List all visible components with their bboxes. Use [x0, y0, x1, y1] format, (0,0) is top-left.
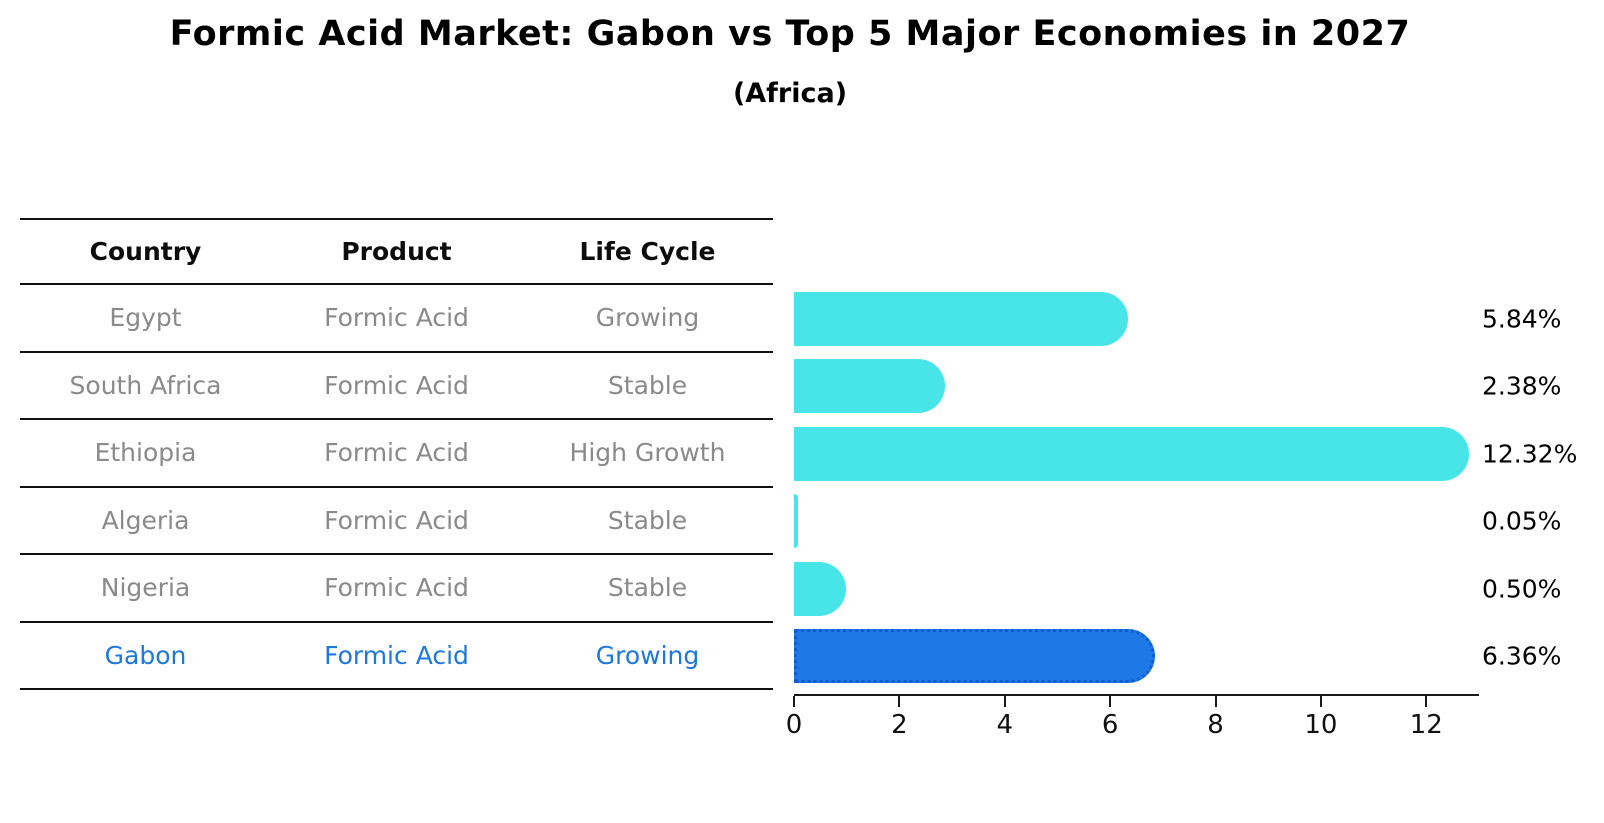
table-cell-life-cycle: High Growth — [569, 438, 726, 468]
value-label-algeria: 0.05% — [1482, 506, 1562, 536]
table-row-nigeria: Nigeria Formic Acid Stable — [20, 555, 773, 623]
table-cell-product: Formic Acid — [324, 573, 469, 603]
table-cell-product: Formic Acid — [324, 438, 469, 468]
table-cell-product: Formic Acid — [324, 505, 469, 535]
x-tick-mark — [793, 696, 795, 707]
x-tick-label: 8 — [1207, 710, 1224, 740]
table-cell-life-cycle: Growing — [595, 640, 700, 670]
table-cell-product: Formic Acid — [324, 370, 469, 400]
x-tick-label: 6 — [1101, 710, 1119, 740]
value-label-ethiopia: 12.32% — [1482, 439, 1578, 469]
x-tick-mark — [1003, 696, 1006, 707]
table-cell-life-cycle: Stable — [607, 370, 688, 400]
table-cell-country: Nigeria — [100, 573, 191, 603]
table-row-algeria: Algeria Formic Acid Stable — [20, 488, 773, 555]
table-cell-country: South Africa — [69, 370, 222, 400]
country-table: Country Product Life Cycle Egypt Formic A… — [20, 218, 773, 690]
table-cell-life-cycle: Growing — [595, 303, 700, 333]
value-label-nigeria: 0.50% — [1482, 574, 1562, 604]
table-header-life-cycle: Life Cycle — [579, 237, 716, 266]
chart-title: Formic Acid Market: Gabon vs Top 5 Major… — [169, 14, 1411, 54]
x-tick-mark — [1214, 696, 1217, 707]
table-row-south-africa: South Africa Formic Acid Stable — [20, 353, 773, 420]
bar-row-algeria: 0.05% — [794, 488, 1561, 556]
bar-ethiopia — [794, 426, 1470, 481]
bar-egypt — [794, 291, 1128, 346]
bar-row-egypt: 5.84% — [794, 285, 1561, 353]
table-cell-product: Formic Acid — [324, 303, 469, 333]
table-cell-life-cycle: Stable — [607, 505, 688, 535]
table-row-gabon: Gabon Formic Acid Growing — [20, 623, 773, 690]
x-tick-mark — [1109, 696, 1112, 707]
x-tick-label: 0 — [785, 710, 803, 740]
value-label-egypt: 5.84% — [1482, 304, 1562, 334]
value-label-south-africa: 2.38% — [1482, 371, 1562, 401]
table-row-ethiopia: Ethiopia Formic Acid High Growth — [20, 420, 773, 488]
x-axis: 0 2 4 6 8 10 12 — [786, 694, 1479, 754]
x-tick-mark — [1425, 696, 1428, 707]
table-header-country: Country — [89, 237, 202, 266]
x-tick-label: 12 — [1409, 710, 1443, 740]
bar-plot: 5.84% 2.38% 12.32% 0.05% 0.50% 6.36% — [794, 285, 1577, 691]
table-cell-country: Algeria — [101, 505, 190, 535]
bar-algeria — [794, 494, 798, 549]
table-cell-product: Formic Acid — [324, 640, 469, 670]
bar-gabon — [794, 629, 1156, 684]
value-label-gabon: 6.36% — [1482, 641, 1562, 671]
bar-row-gabon: 6.36% — [794, 623, 1561, 691]
bar-row-nigeria: 0.50% — [794, 555, 1561, 623]
x-axis-line — [794, 694, 1479, 696]
table-cell-country: Egypt — [109, 303, 182, 333]
table-header-row: Country Product Life Cycle — [20, 218, 773, 285]
table-cell-country: Gabon — [104, 640, 187, 670]
table-cell-country: Ethiopia — [94, 438, 197, 468]
table-body: Egypt Formic Acid Growing South Africa Formi… — [20, 285, 773, 690]
table-row-egypt: Egypt Formic Acid Growing — [20, 285, 773, 353]
x-tick-label: 4 — [996, 710, 1014, 740]
bar-row-ethiopia: 12.32% — [794, 420, 1577, 488]
x-tick-mark — [898, 696, 901, 707]
bar-nigeria — [794, 561, 847, 616]
table-header-product: Product — [341, 237, 452, 266]
chart-subtitle: (Africa) — [732, 78, 848, 109]
x-tick-label: 10 — [1304, 710, 1338, 740]
table-cell-life-cycle: Stable — [607, 573, 688, 603]
x-tick-mark — [1319, 696, 1322, 707]
x-tick-label: 2 — [891, 710, 908, 740]
bar-south-africa — [794, 359, 946, 414]
bar-row-south-africa: 2.38% — [794, 353, 1561, 421]
